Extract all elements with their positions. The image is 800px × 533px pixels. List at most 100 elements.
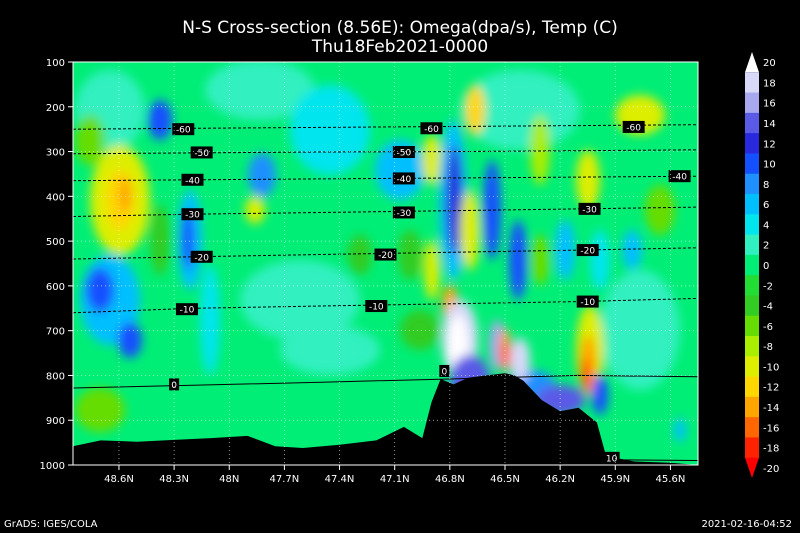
y-tick-label: 100 xyxy=(46,58,65,69)
contour-label-text: -30 xyxy=(185,211,200,221)
y-axis: 100 200 300 400 500 600 700 800 900 1000 xyxy=(40,58,73,472)
contour-label: -10 xyxy=(576,295,599,308)
contour-label-bg xyxy=(420,122,443,135)
colorbar-segment xyxy=(745,112,759,134)
contour-label-bg xyxy=(439,364,450,377)
x-tick-label: 45.6N xyxy=(656,474,686,485)
contour-label: 0 xyxy=(169,378,180,391)
contour-label: -20 xyxy=(576,244,599,257)
colorbar-segment xyxy=(745,396,759,418)
x-axis: 48.6N 48.3N 48N 47.7N 47.4N 47.1N 46.8N 46.5N 46… xyxy=(104,465,685,485)
colorbar: 20181614121086420-2-4-6-8-10-12-14-16-18… xyxy=(745,52,779,478)
contour-line xyxy=(73,175,698,182)
contour-label: -30 xyxy=(578,202,601,215)
contour-label-text: -40 xyxy=(185,176,200,186)
omega-field xyxy=(75,62,686,442)
contour-label: 10 xyxy=(603,451,620,464)
contour-label-text: 0 xyxy=(441,367,447,377)
y-tick-label: 1000 xyxy=(40,461,65,472)
colorbar-label: -16 xyxy=(763,423,779,434)
colorbar-label: 14 xyxy=(763,119,776,130)
colorbar-segment xyxy=(745,133,759,154)
colorbar-segment xyxy=(745,173,759,195)
contour-label: -10 xyxy=(175,303,198,316)
chart-title: N-S Cross-section (8.56E): Omega(dpa/s),… xyxy=(182,18,618,38)
colorbar-segment xyxy=(745,356,759,378)
y-tick-label: 300 xyxy=(46,148,65,159)
colorbar-label: -8 xyxy=(763,342,773,353)
colorbar-label: -20 xyxy=(763,464,779,475)
colorbar-label: -18 xyxy=(763,444,779,455)
grid-lines xyxy=(73,61,698,466)
contour-label: -60 xyxy=(622,120,645,133)
contour-label-text: -50 xyxy=(397,149,412,159)
colorbar-segment xyxy=(745,92,759,114)
contour-label-text: -20 xyxy=(580,247,595,257)
x-tick-label: 45.9N xyxy=(600,474,630,485)
colorbar-segment xyxy=(745,72,759,94)
contour-label: 0 xyxy=(439,364,450,377)
colorbar-label: 20 xyxy=(763,58,776,69)
colorbar-segment xyxy=(745,214,759,236)
colorbar-segment xyxy=(745,376,759,398)
chart-subtitle: Thu18Feb2021-0000 xyxy=(311,37,489,57)
contour-label: -20 xyxy=(374,248,397,261)
y-tick-label: 400 xyxy=(46,192,65,203)
contour-label-bg xyxy=(392,172,415,185)
contour-label: -10 xyxy=(365,300,388,313)
contour-label-text: -60 xyxy=(626,123,641,133)
contour-label-text: -10 xyxy=(369,303,384,313)
contour-label-text: -20 xyxy=(194,253,209,263)
colorbar-label: -10 xyxy=(763,362,779,373)
contour-label: -50 xyxy=(190,146,213,159)
y-tick-label: 600 xyxy=(46,282,65,293)
colorbar-label: -12 xyxy=(763,383,779,394)
contour-label-bg xyxy=(190,146,213,159)
contour-label-bg xyxy=(172,123,195,136)
contour-label-bg xyxy=(392,146,415,159)
colorbar-segment xyxy=(745,417,759,438)
contour-label-bg xyxy=(181,208,204,221)
contour-label-bg xyxy=(392,206,415,219)
colorbar-label: -6 xyxy=(763,322,773,333)
contour-label-text: 0 xyxy=(171,381,177,391)
y-tick-label: 900 xyxy=(46,416,65,427)
footer-right-timestamp: 2021-02-16-04:52 xyxy=(701,519,792,530)
contour-label-text: -50 xyxy=(194,149,209,159)
y-tick-label: 800 xyxy=(46,371,65,382)
colorbar-label: 4 xyxy=(763,220,769,231)
contour-label: -40 xyxy=(181,173,204,186)
footer-left-label: GrADS: IGES/COLA xyxy=(4,519,98,530)
contour-label: -50 xyxy=(392,146,415,159)
contour-label-text: -20 xyxy=(378,251,393,261)
colorbar-segment xyxy=(745,336,759,357)
colorbar-label: 12 xyxy=(763,139,776,150)
contour-label-text: 10 xyxy=(606,454,618,464)
colorbar-label: 0 xyxy=(763,261,769,272)
x-tick-label: 47.7N xyxy=(270,474,300,485)
y-tick-label: 200 xyxy=(46,103,65,114)
colorbar-arrow-bottom xyxy=(745,457,759,478)
colorbar-label: 2 xyxy=(763,241,769,252)
contour-label-bg xyxy=(190,250,213,263)
contour-label: -30 xyxy=(181,208,204,221)
x-tick-label: 47.4N xyxy=(325,474,355,485)
y-tick-label: 500 xyxy=(46,237,65,248)
colorbar-segment xyxy=(745,153,759,175)
colorbar-label: 10 xyxy=(763,160,776,171)
contour-label: -30 xyxy=(392,206,415,219)
contour-label-bg xyxy=(576,244,599,257)
contour-label-bg xyxy=(181,173,204,186)
colorbar-label: -4 xyxy=(763,302,773,313)
contour-label: -40 xyxy=(392,172,415,185)
contour-labels: -60 -60 -60 -50 -50 -40 -40 -40 -30 -30 -30 -20 -20 -… xyxy=(169,120,691,464)
contour-label-text: -60 xyxy=(424,125,439,135)
contour-label-bg xyxy=(668,170,691,183)
x-tick-label: 47.1N xyxy=(380,474,410,485)
contour-label-bg xyxy=(175,303,198,316)
x-tick-label: 46.5N xyxy=(490,474,520,485)
contour-label: -40 xyxy=(668,170,691,183)
contour-label-bg xyxy=(622,120,645,133)
contour-label-bg xyxy=(576,295,599,308)
